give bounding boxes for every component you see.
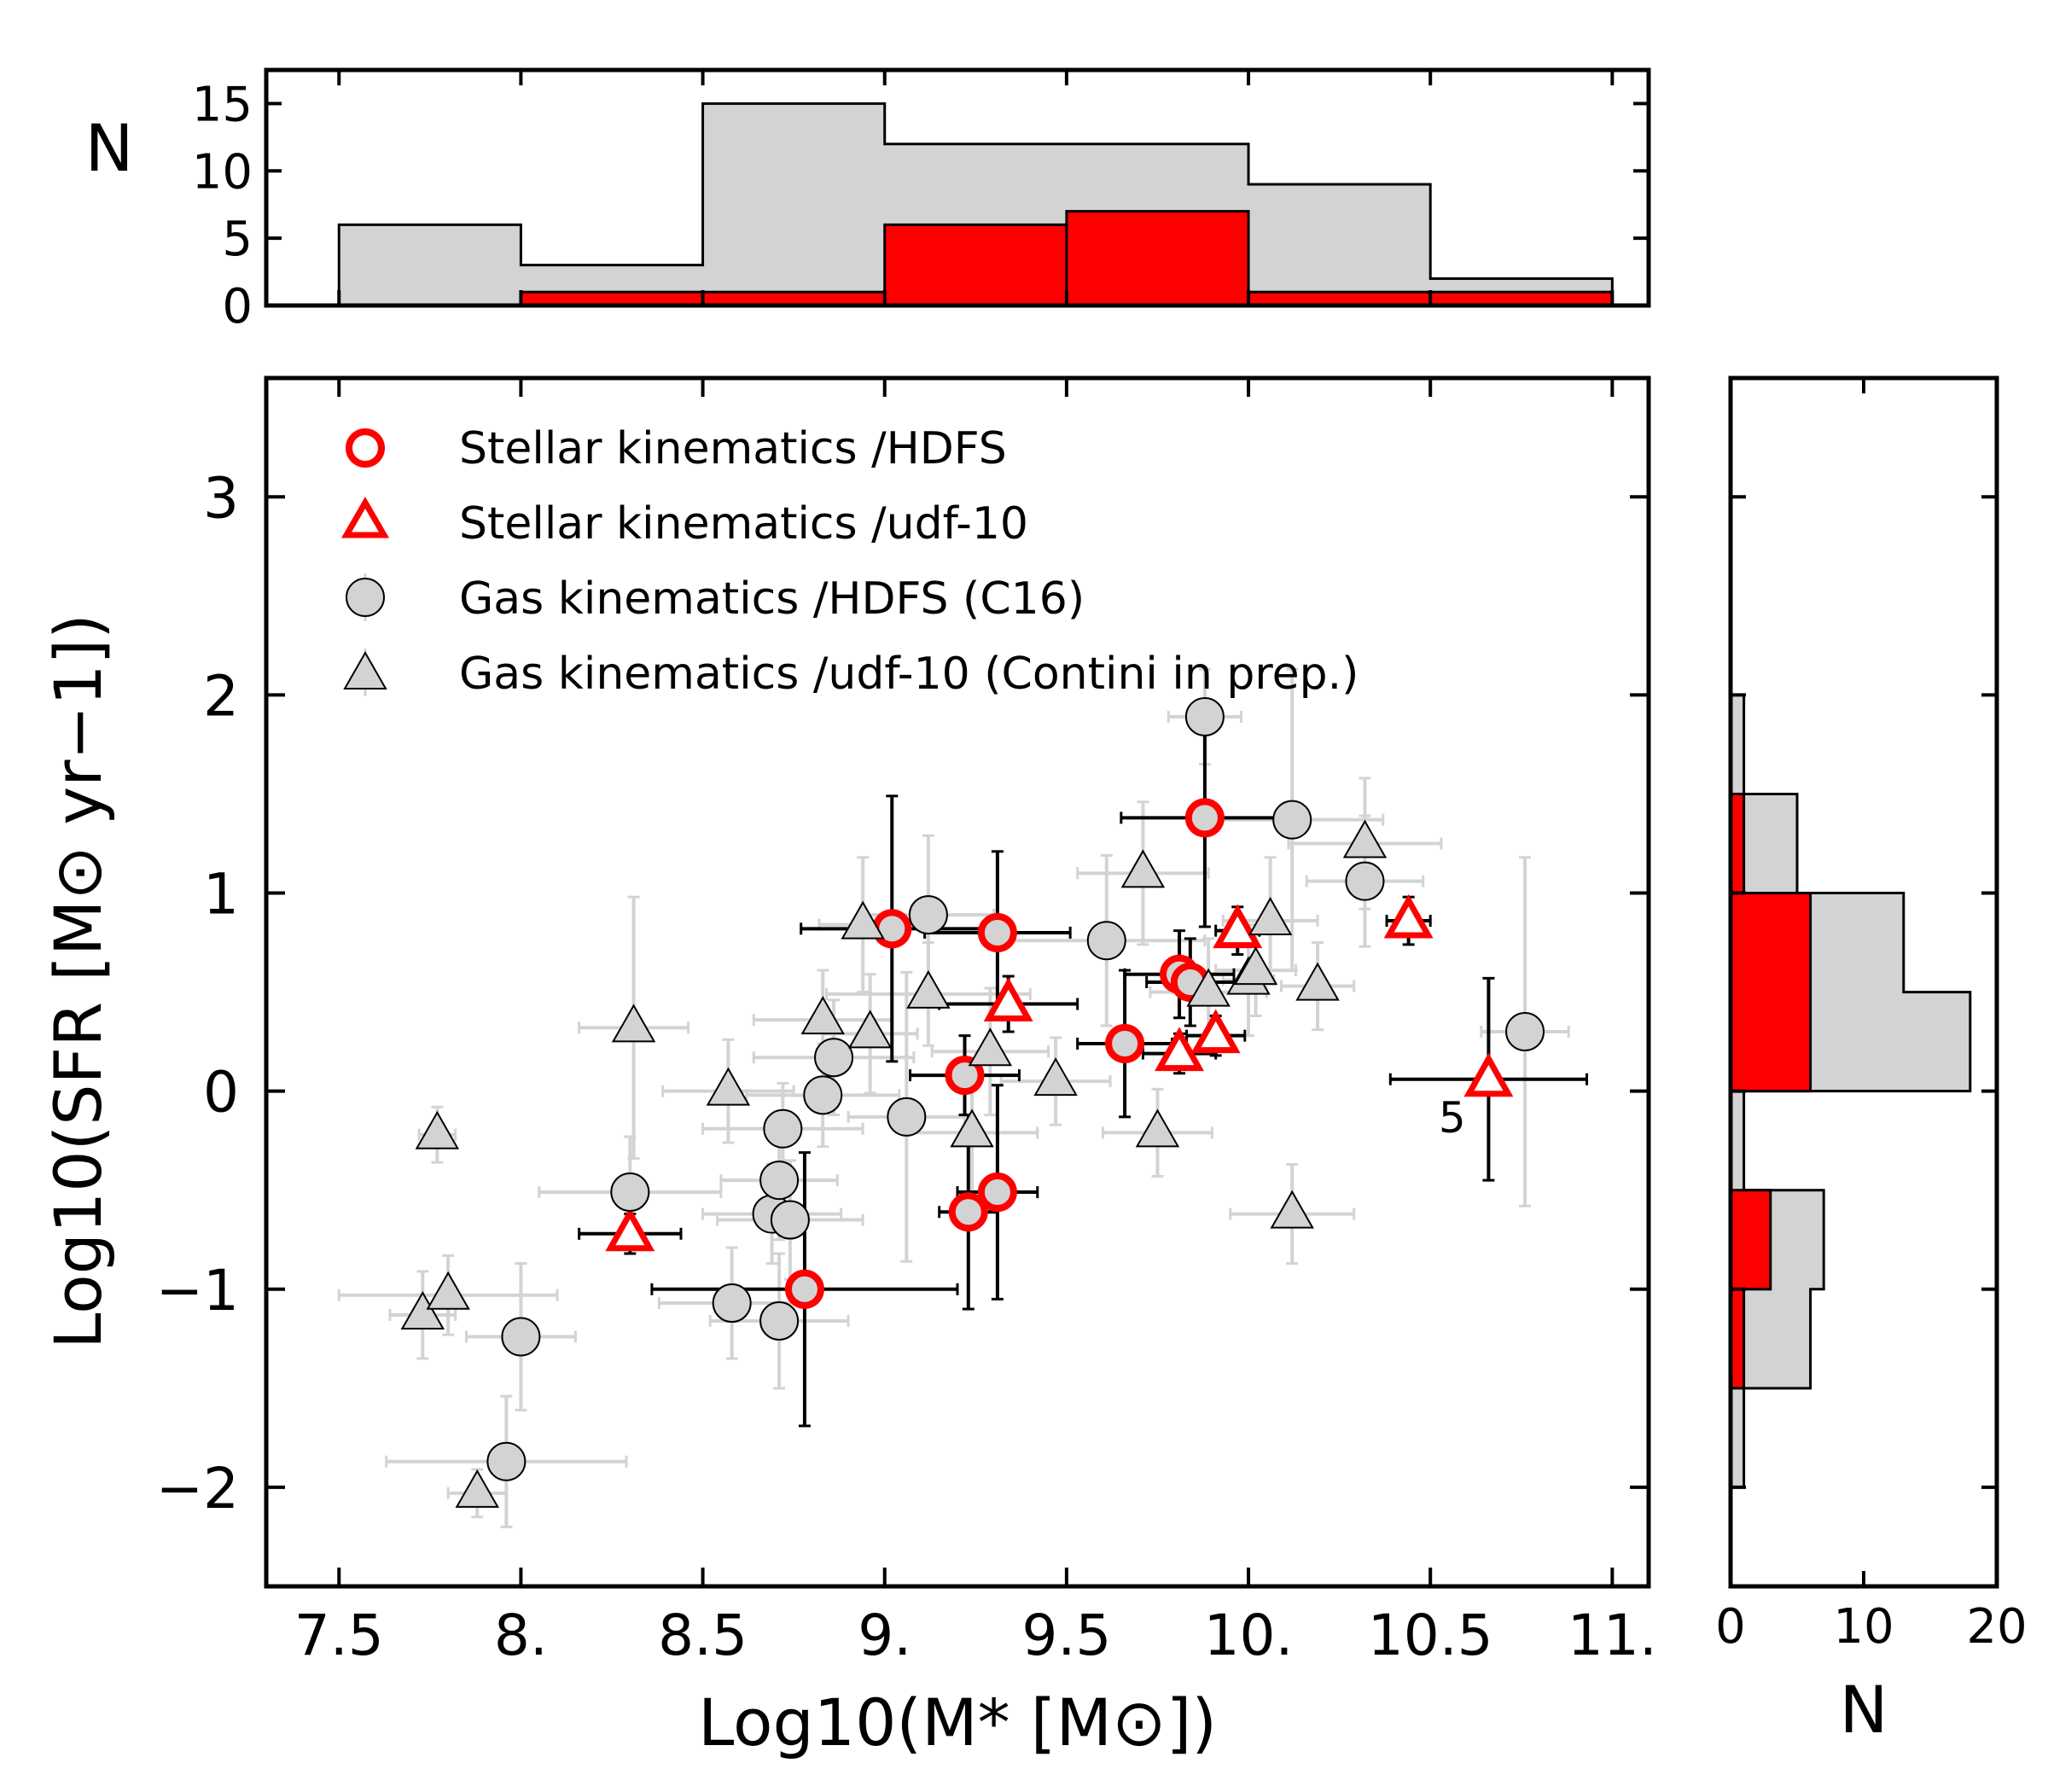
gas-hdfs-point xyxy=(1184,696,1225,736)
gas-hdfs-point xyxy=(1272,800,1312,840)
top-ytick-label: 5 xyxy=(222,212,253,267)
gas-hdfs-point xyxy=(814,1038,854,1078)
legend-label-gas-udf10: Gas kinematics /udf-10 (Contini in prep.… xyxy=(459,649,1359,700)
gas-hdfs-point xyxy=(1086,921,1126,961)
gas-hdfs-point xyxy=(770,1200,810,1240)
top-ytick-label: 10 xyxy=(192,144,253,200)
gas-hdfs-point xyxy=(610,1172,650,1213)
gas-udf10-point xyxy=(1135,1108,1180,1148)
stellar-hdfs-point xyxy=(1184,798,1225,838)
gas-udf10-point xyxy=(400,1290,445,1329)
stellar-udf10-point xyxy=(1213,904,1263,949)
stellar-udf10-point xyxy=(1190,1009,1241,1054)
main-xtick-label: 10. xyxy=(1204,1603,1294,1668)
gas-udf10-point xyxy=(950,1108,994,1148)
stellar-hdfs-point xyxy=(977,912,1017,952)
stellar-hdfs-point xyxy=(948,1192,988,1232)
legend-label-gas-hdfs: Gas kinematics /HDFS (C16) xyxy=(459,573,1085,625)
stellar-udf10-point xyxy=(1155,1027,1205,1072)
main-ytick-label: −1 xyxy=(156,1258,239,1324)
stellar-hdfs-point xyxy=(872,909,912,949)
gas-hdfs-point xyxy=(759,1300,800,1341)
gas-udf10-point xyxy=(841,900,885,940)
gas-udf10-point xyxy=(847,1009,893,1049)
legend-marker-gas-hdfs xyxy=(346,578,385,617)
gas-hdfs-point xyxy=(908,895,948,935)
gas-udf10-point xyxy=(1233,946,1278,986)
top-histogram-ylabel: N xyxy=(85,110,134,186)
main-xtick-label: 8. xyxy=(494,1603,548,1668)
legend-marker-stellar-udf10 xyxy=(340,497,390,538)
right-xtick-label: 20 xyxy=(1966,1599,2027,1655)
gas-udf10-point xyxy=(968,1027,1013,1067)
top-histogram-red-bar xyxy=(883,223,1068,307)
right-histogram-red-bar xyxy=(1729,892,1812,1093)
main-plot-frame xyxy=(264,375,1651,1589)
top-histogram-red-bar xyxy=(1065,210,1250,307)
gas-hdfs-point xyxy=(1345,861,1385,901)
top-histogram-frame xyxy=(264,67,1651,308)
gas-udf10-point xyxy=(1270,1190,1314,1229)
main-ytick-label: 2 xyxy=(203,663,239,729)
stellar-udf10-point xyxy=(1383,893,1434,939)
main-xtick-label: 8.5 xyxy=(658,1603,748,1668)
main-scatter-panel: 7.5 8. 8.5 9. 9.5 10. 10.5 11. −2 −1 0 1 2 3 5 Stella… xyxy=(40,375,1657,1760)
gas-udf10-point xyxy=(611,1004,656,1043)
gas-udf10-point xyxy=(1033,1057,1078,1097)
main-xlabel: Log10(M* [M⊙]) xyxy=(698,1684,1217,1760)
legend-label-stellar-hdfs: Stellar kinematics /HDFS xyxy=(459,423,1007,474)
gas-udf10-point xyxy=(1120,849,1166,888)
right-histogram-red-bar xyxy=(1729,1189,1772,1291)
gas-udf10-point xyxy=(1248,897,1293,936)
stellar-udf10-point xyxy=(983,977,1033,1022)
main-xtick-label: 7.5 xyxy=(294,1603,384,1668)
stellar-hdfs-point xyxy=(977,1172,1017,1213)
gas-hdfs-point xyxy=(486,1441,527,1481)
main-ytick-label: 3 xyxy=(203,465,239,531)
right-histogram-xlabel: N xyxy=(1840,1672,1888,1748)
main-xtick-label: 9. xyxy=(858,1603,911,1668)
legend: Stellar kinematics /HDFS Stellar kinemat… xyxy=(340,423,1359,700)
legend-label-stellar-udf10: Stellar kinematics /udf-10 xyxy=(459,498,1028,550)
top-histogram-panel: 0 5 10 15 N xyxy=(85,67,1651,335)
top-ytick-label: 0 xyxy=(222,279,253,335)
gas-udf10-point xyxy=(1342,819,1388,858)
main-xtick-label: 11. xyxy=(1568,1603,1657,1668)
right-xtick-label: 10 xyxy=(1833,1599,1894,1655)
main-ytick-label: 0 xyxy=(203,1060,239,1126)
gas-udf10-point xyxy=(455,1469,499,1508)
legend-marker-gas-udf10 xyxy=(343,650,387,689)
main-ylabel: Log10(SFR [M⊙ yr−1]) xyxy=(40,614,116,1349)
right-histogram-panel: 0 10 20 N xyxy=(1715,375,2028,1748)
top-histogram-gray-bars xyxy=(337,102,1614,307)
gas-udf10-point xyxy=(706,1067,751,1106)
stellar-hdfs-point xyxy=(784,1269,824,1309)
gas-hdfs-point xyxy=(712,1283,752,1324)
gas-udf10-point xyxy=(800,996,845,1035)
main-ytick-label: 1 xyxy=(203,862,239,928)
main-xtick-label: 9.5 xyxy=(1021,1603,1111,1668)
stellar-udf10-point xyxy=(1463,1052,1514,1097)
gas-hdfs-point xyxy=(763,1108,803,1149)
gas-hdfs-point xyxy=(887,1097,927,1137)
stellar-udf10-point xyxy=(605,1207,655,1252)
annotation-label: 5 xyxy=(1439,1093,1466,1143)
gas-udf10-point xyxy=(906,969,951,1009)
gas-udf10-point xyxy=(1186,968,1231,1007)
gas-udf10-point xyxy=(415,1110,460,1149)
stellar-hdfs-point xyxy=(1105,1023,1145,1063)
top-ytick-label: 15 xyxy=(192,77,253,132)
main-xtick-label: 10.5 xyxy=(1368,1603,1493,1668)
legend-marker-stellar-hdfs xyxy=(346,428,385,468)
gas-hdfs-point xyxy=(759,1161,800,1201)
gas-udf10-point xyxy=(426,1271,470,1310)
gas-hdfs-point xyxy=(1505,1012,1545,1052)
main-ytick-label: −2 xyxy=(156,1456,239,1521)
stellar-hdfs-point xyxy=(945,1056,985,1096)
gas-hdfs-point xyxy=(501,1317,541,1357)
gas-hdfs-point xyxy=(803,1075,843,1115)
right-xtick-label: 0 xyxy=(1715,1599,1746,1655)
gas-udf10-point xyxy=(1295,962,1340,1001)
